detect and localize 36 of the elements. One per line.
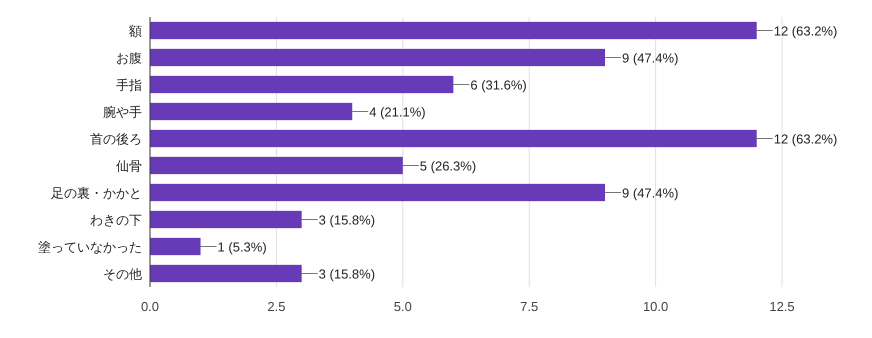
y-tick-label: 手指 [116,78,142,92]
data-label: 4 (21.1%) [369,104,426,120]
bar [150,102,352,120]
bar [150,184,606,202]
y-tick-label: 塗っていなかった [38,240,142,254]
y-tick-label: お腹 [116,50,142,66]
bar [150,48,606,66]
y-tick-label: 腕や手 [103,104,142,120]
data-label: 12 (63.2%) [774,132,838,146]
y-tick-label: 足の裏・かかと [51,186,142,200]
y-tick-label: 仙骨 [116,158,142,174]
data-label: 3 (15.8%) [318,266,376,282]
data-label: 3 (15.8%) [318,212,376,228]
bar [150,156,403,174]
y-tick-label: その他 [103,266,142,282]
y-tick-label: わきの下 [90,212,142,228]
x-tick-label: 7.5 [520,299,538,314]
bar [150,22,757,40]
data-label: 9 (47.4%) [622,50,678,66]
y-tick-label: 首の後ろ [90,132,142,146]
data-label: 12 (63.2%) [774,24,838,38]
y-tick-label: 額 [129,24,142,38]
bar [150,76,454,94]
bar [150,264,302,282]
x-tick-label: 5.0 [394,299,412,314]
bar [150,238,201,256]
x-tick-label: 2.5 [267,299,286,314]
x-tick-label: 10.0 [642,299,668,314]
data-label: 5 (26.3%) [420,158,476,174]
x-tick-label: 12.5 [769,299,795,314]
data-label: 9 (47.4%) [622,186,678,200]
data-label: 6 (31.6%) [470,78,527,92]
x-tick-label: 0.0 [140,299,160,314]
bar [150,130,757,148]
bar [150,210,302,228]
data-label: 1 (5.3%) [218,240,267,254]
